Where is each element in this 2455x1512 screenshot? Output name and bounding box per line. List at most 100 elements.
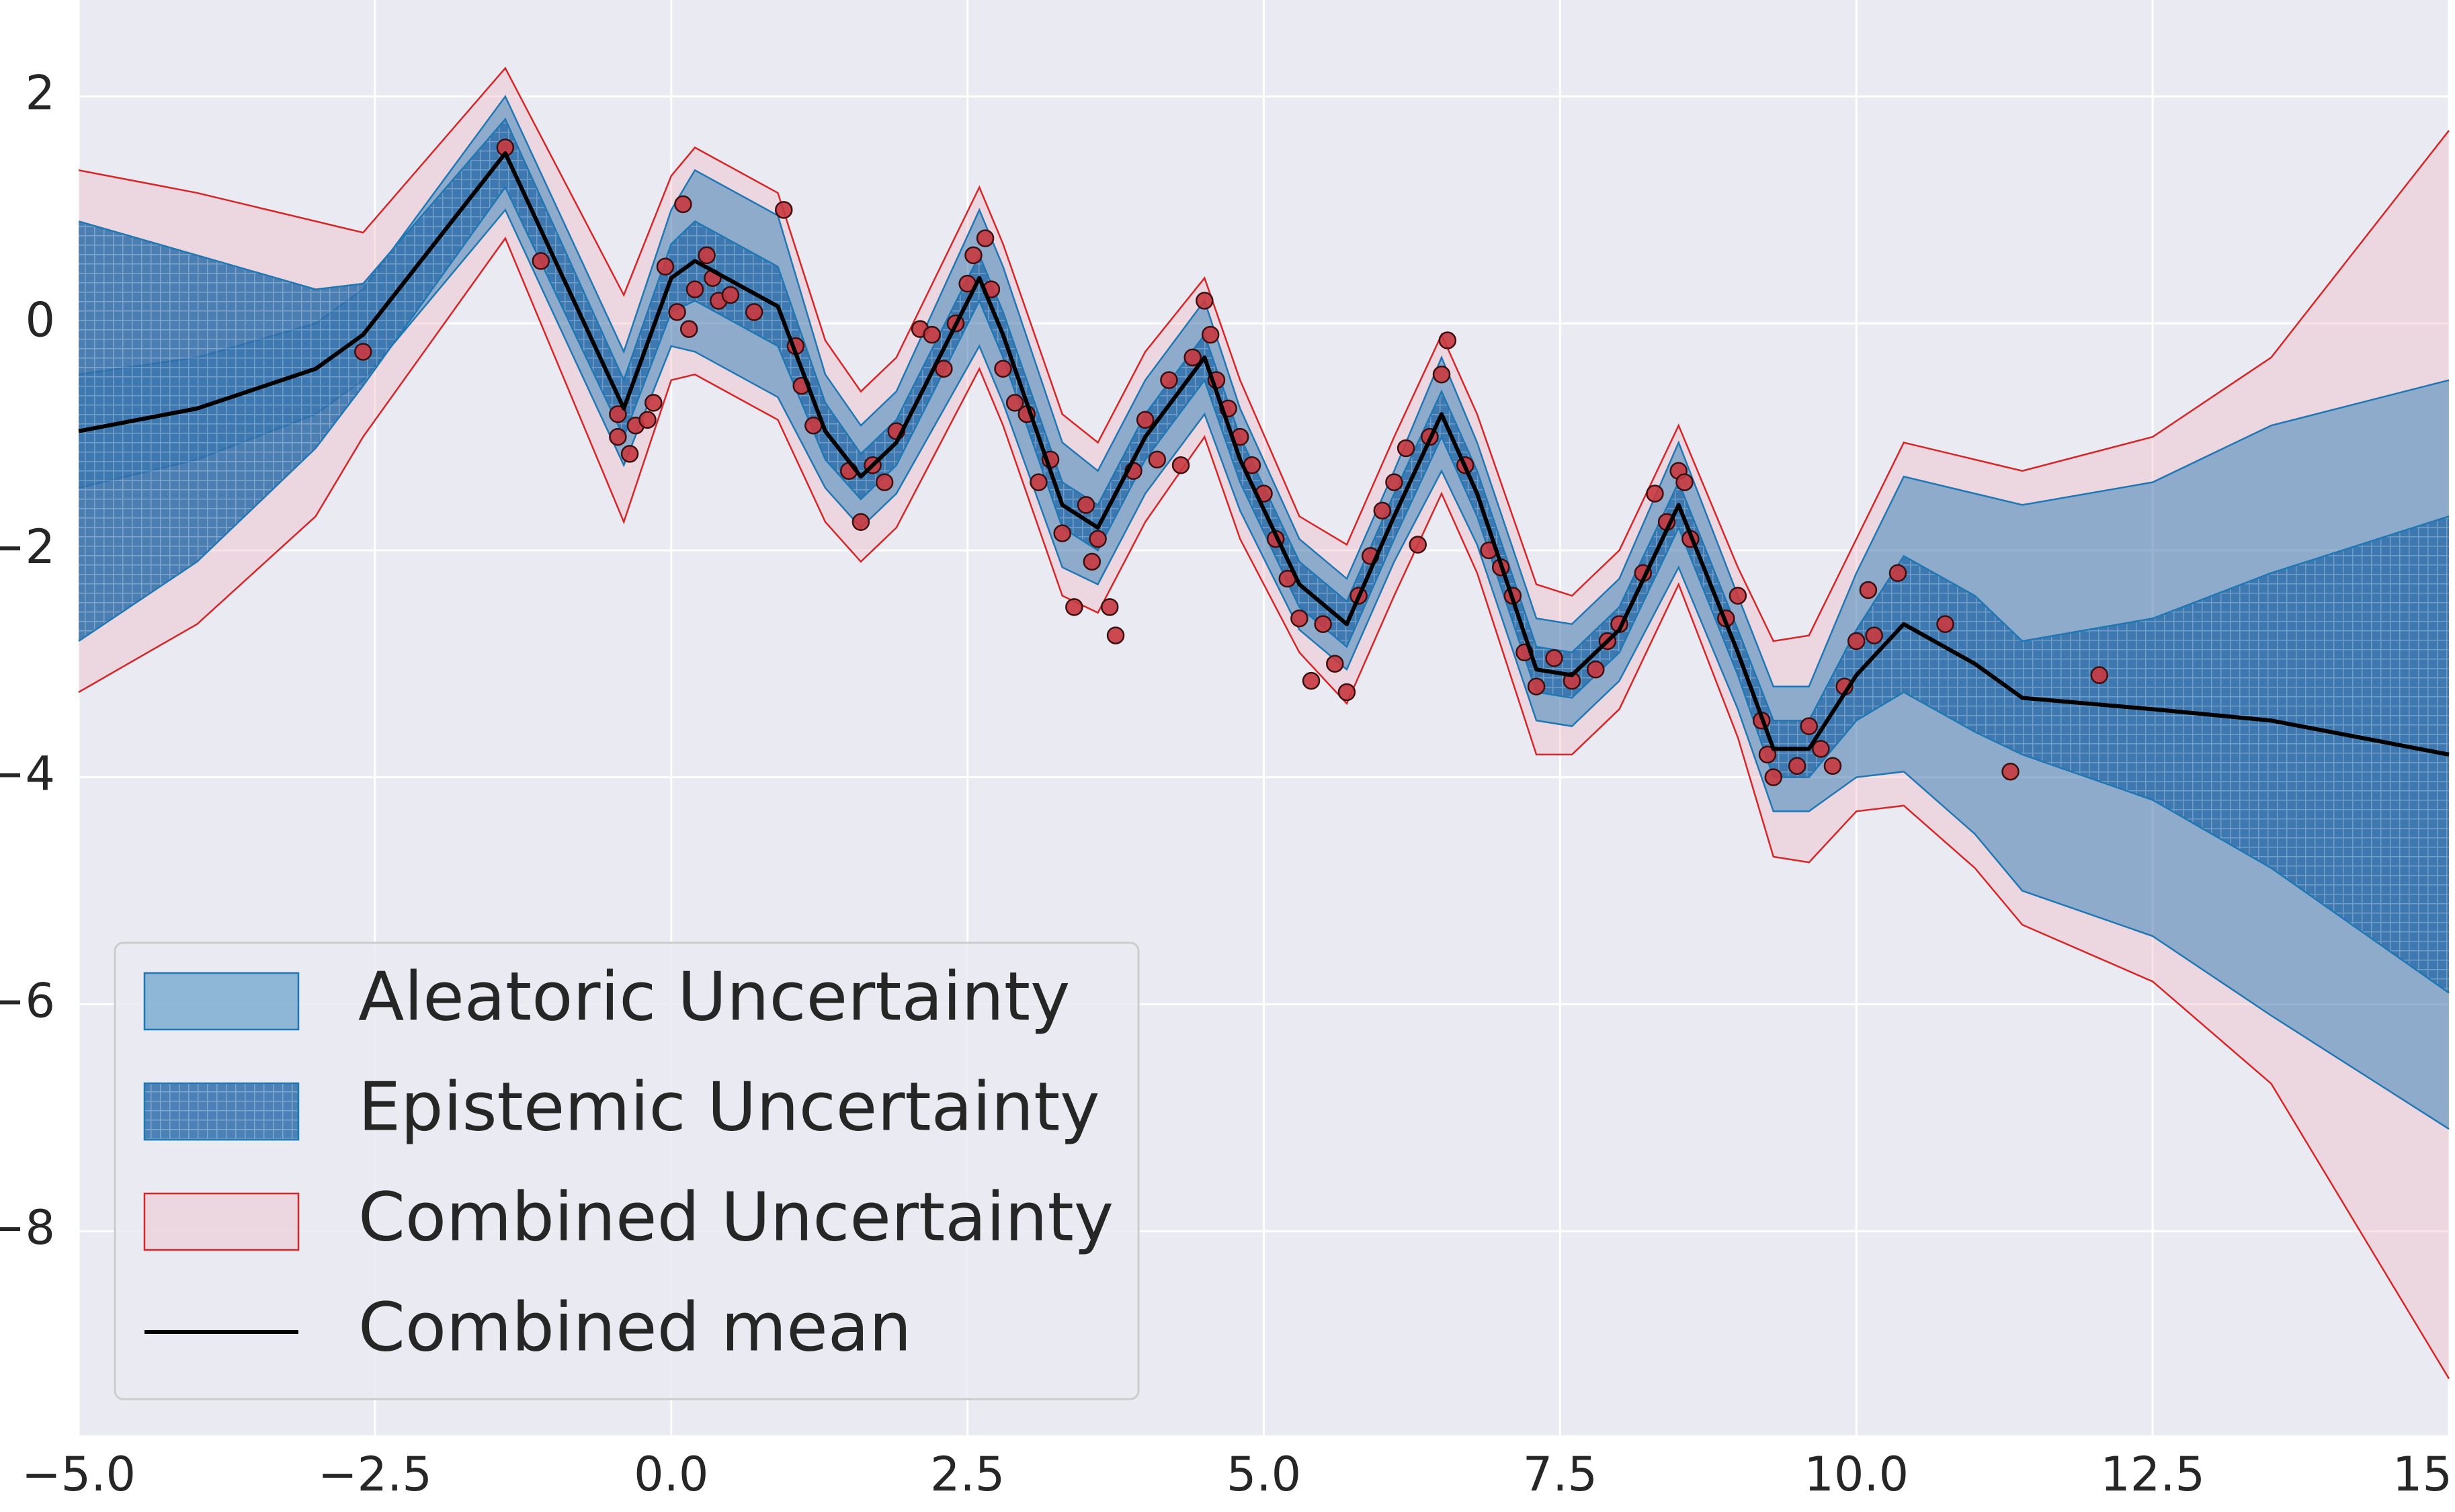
data-point bbox=[1432, 365, 1451, 384]
data-point bbox=[976, 229, 995, 247]
data-point bbox=[721, 286, 740, 304]
data-point bbox=[1373, 501, 1392, 520]
data-point bbox=[1675, 473, 1694, 491]
y-tick-label: 2 bbox=[25, 66, 55, 121]
x-tick-label: 5.0 bbox=[1226, 1447, 1301, 1502]
x-tick-label: 7.5 bbox=[1523, 1447, 1597, 1502]
data-point bbox=[1409, 536, 1427, 554]
legend: Aleatoric Uncertainty Epistemic Uncertain… bbox=[114, 941, 1140, 1400]
x-tick-label: 10.0 bbox=[1804, 1447, 1909, 1502]
data-point bbox=[1859, 581, 1878, 599]
data-point bbox=[1160, 371, 1178, 389]
y-tick-label: −6 bbox=[0, 973, 55, 1028]
x-tick-label: −5.0 bbox=[22, 1447, 136, 1502]
data-point bbox=[532, 252, 550, 270]
y-tick-label: −8 bbox=[0, 1200, 55, 1255]
data-point bbox=[674, 195, 692, 214]
data-point bbox=[994, 360, 1012, 378]
data-point bbox=[1800, 717, 1818, 735]
data-point bbox=[1646, 485, 1664, 503]
data-point bbox=[875, 473, 894, 491]
y-tick-label: −2 bbox=[0, 519, 55, 575]
data-point bbox=[923, 325, 941, 344]
legend-label: Combined Uncertainty bbox=[358, 1177, 1114, 1256]
data-point bbox=[1865, 626, 1883, 644]
data-point bbox=[1148, 450, 1167, 469]
data-point bbox=[1823, 757, 1842, 775]
x-tick-label: 12.5 bbox=[2100, 1447, 2205, 1502]
legend-swatch bbox=[143, 1082, 300, 1141]
data-point bbox=[1888, 564, 1907, 582]
data-point bbox=[609, 405, 627, 423]
band-edge bbox=[78, 208, 2450, 1130]
data-point bbox=[1089, 530, 1107, 548]
data-point bbox=[1005, 394, 1024, 412]
x-tick-label: 15 bbox=[2392, 1447, 2452, 1502]
data-point bbox=[1077, 496, 1095, 514]
data-point bbox=[698, 246, 716, 265]
legend-swatch bbox=[143, 972, 300, 1031]
data-point bbox=[1385, 473, 1403, 491]
data-point bbox=[1847, 632, 1866, 650]
data-point bbox=[1183, 348, 1202, 367]
data-point bbox=[644, 394, 663, 412]
data-point bbox=[1201, 325, 1220, 344]
data-point bbox=[1171, 456, 1190, 474]
data-point bbox=[1812, 740, 1830, 758]
marks bbox=[78, 138, 2450, 786]
data-point bbox=[1337, 683, 1356, 702]
data-point bbox=[1065, 598, 1083, 616]
data-point bbox=[1764, 768, 1783, 786]
x-tick-label: 2.5 bbox=[930, 1447, 1005, 1502]
data-point bbox=[1314, 615, 1332, 633]
ticks: 2 0 −2 −4 −6 −8 −5.0 −2.5 0.0 2.5 5.0 7.5 10.0 12.5 15 bbox=[0, 66, 2452, 1502]
data-point bbox=[851, 513, 870, 531]
data-point bbox=[1100, 598, 1119, 616]
legend-box bbox=[114, 941, 1140, 1400]
data-point bbox=[1030, 473, 1048, 491]
data-point bbox=[1196, 292, 1214, 310]
data-point bbox=[1587, 660, 1605, 679]
data-point bbox=[656, 257, 675, 276]
data-point bbox=[745, 303, 763, 321]
data-point bbox=[1397, 439, 1415, 458]
data-point bbox=[2090, 666, 2109, 684]
data-point bbox=[775, 201, 793, 219]
y-tick-label: −4 bbox=[0, 747, 55, 802]
data-point bbox=[1729, 587, 1747, 605]
data-point bbox=[2001, 762, 2020, 781]
y-tick-label: 0 bbox=[25, 292, 55, 347]
data-point bbox=[1290, 610, 1308, 628]
data-point bbox=[1788, 757, 1806, 775]
x-tick-label: −2.5 bbox=[318, 1447, 432, 1502]
data-point bbox=[1136, 411, 1155, 429]
legend-swatch bbox=[143, 1192, 300, 1251]
data-point bbox=[620, 445, 639, 463]
legend-label: Aleatoric Uncertainty bbox=[358, 957, 1070, 1036]
data-point bbox=[1438, 331, 1457, 349]
data-point bbox=[1106, 626, 1125, 644]
data-point bbox=[685, 280, 704, 298]
data-point bbox=[1083, 552, 1101, 571]
band-edge bbox=[78, 237, 2450, 1380]
data-point bbox=[679, 320, 698, 338]
data-point bbox=[1936, 615, 1954, 633]
data-point bbox=[1545, 649, 1563, 667]
data-point bbox=[1527, 677, 1546, 696]
legend-label: Combined mean bbox=[358, 1288, 911, 1366]
data-point bbox=[1758, 745, 1777, 764]
band-edge bbox=[78, 67, 2450, 642]
data-point bbox=[1302, 671, 1321, 690]
mean-line bbox=[78, 151, 2450, 757]
legend-label: Epistemic Uncertainty bbox=[358, 1067, 1099, 1146]
data-point bbox=[668, 303, 686, 321]
data-point bbox=[353, 343, 372, 361]
data-point bbox=[1326, 655, 1344, 673]
data-point bbox=[638, 411, 657, 429]
data-point bbox=[1053, 524, 1071, 542]
data-point bbox=[609, 427, 627, 446]
x-tick-label: 0.0 bbox=[634, 1447, 708, 1502]
data-point bbox=[964, 246, 983, 265]
